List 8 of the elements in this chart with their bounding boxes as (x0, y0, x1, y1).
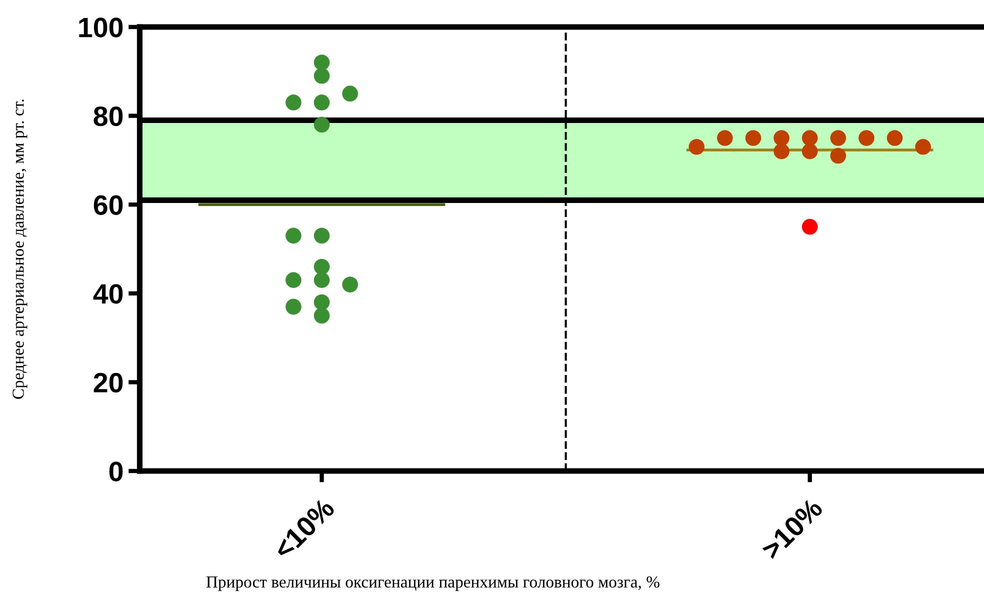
y-tick-label: 100 (79, 18, 123, 38)
y-tick-label: 40 (93, 284, 123, 304)
y-axis-title: Среднее артериальное давление, мм рт. ст. (12, 100, 28, 399)
x-axis-title: Прирост величины оксигенации паренхимы головного мозга, % (206, 576, 660, 591)
y-tick-label: 80 (94, 106, 123, 126)
y-tick-label: 60 (94, 195, 123, 215)
y-tick-label: 0 (109, 462, 123, 482)
y-tick-label: 20 (94, 372, 123, 393)
